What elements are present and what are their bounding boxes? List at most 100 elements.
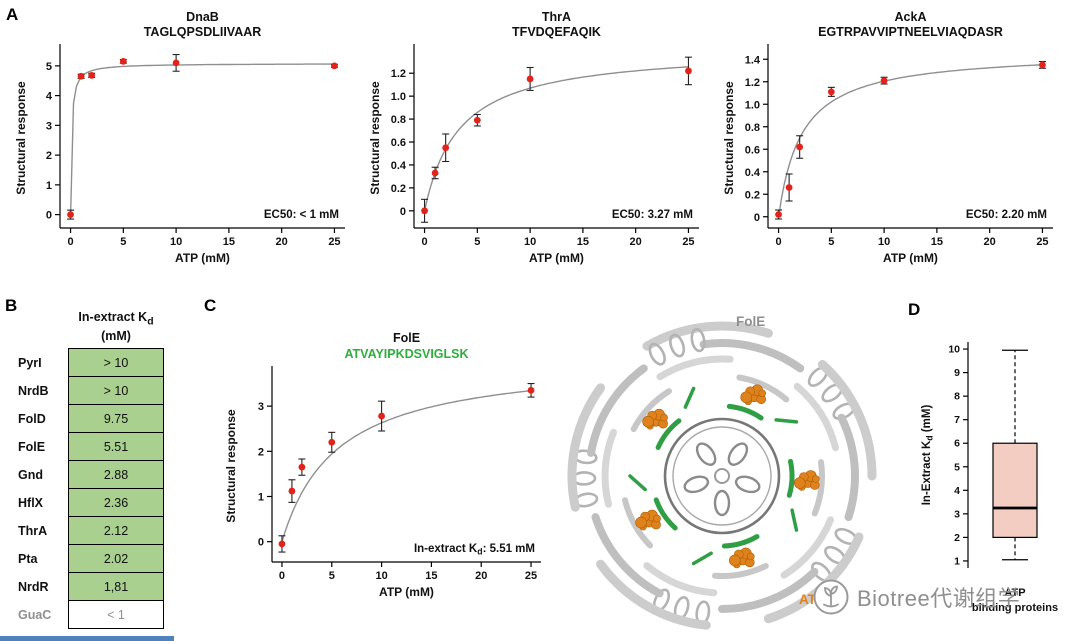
- svg-text:15: 15: [223, 236, 235, 248]
- watermark-logo-icon: [813, 579, 849, 615]
- svg-text:1.2: 1.2: [745, 77, 760, 89]
- svg-text:In-Extract Kd (mM): In-Extract Kd (mM): [921, 405, 935, 506]
- svg-text:0: 0: [67, 236, 73, 248]
- table-row: HflX 2.36: [16, 488, 164, 517]
- table-row: Gnd 2.88: [16, 460, 164, 489]
- svg-text:EC50: 2.20 mM: EC50: 2.20 mM: [966, 209, 1047, 221]
- svg-text:0.8: 0.8: [745, 122, 760, 134]
- svg-text:Structural response: Structural response: [224, 409, 238, 523]
- svg-text:10: 10: [878, 236, 890, 248]
- svg-text:Structural response: Structural response: [722, 81, 736, 195]
- svg-text:2: 2: [258, 446, 264, 458]
- kd-value: 2.02: [68, 544, 164, 573]
- kd-table-header: In-extract Kd (mM): [69, 310, 164, 349]
- svg-text:1.0: 1.0: [745, 99, 760, 111]
- svg-text:0.4: 0.4: [391, 160, 407, 172]
- svg-text:2: 2: [954, 532, 960, 544]
- svg-text:EGTRPAVVIPTNEELVIAQDASR: EGTRPAVVIPTNEELVIAQDASR: [818, 25, 1003, 39]
- svg-text:3: 3: [46, 120, 52, 132]
- svg-text:EC50: 3.27 mM: EC50: 3.27 mM: [612, 209, 693, 221]
- svg-text:In-extract Kd: 5.51 mM: In-extract Kd: 5.51 mM: [414, 543, 535, 557]
- panel-a-charts: DnaB TAGLQPSDLIIVAAR 0 5 10 15 20 25 0 1 2 3 4 5 ATP (…: [12, 8, 1067, 274]
- panel-b-label: B: [5, 296, 18, 315]
- protein-name: FolE: [18, 439, 46, 454]
- kd-value: < 1: [68, 600, 164, 629]
- protein-name: PyrI: [18, 355, 42, 370]
- kd-table-header-spacer: [16, 310, 69, 349]
- kd-value: > 10: [68, 376, 164, 405]
- svg-text:5: 5: [46, 61, 52, 73]
- kd-value: 5.51: [68, 432, 164, 461]
- svg-text:15: 15: [577, 236, 589, 248]
- panel-c-label: C: [204, 296, 217, 315]
- table-row: GuaC < 1: [16, 600, 164, 629]
- svg-text:ATP (mM): ATP (mM): [883, 251, 938, 265]
- svg-text:1: 1: [46, 180, 52, 192]
- structure-title: FolE: [736, 314, 766, 329]
- svg-text:8: 8: [954, 391, 960, 403]
- svg-text:5: 5: [474, 236, 480, 248]
- protein-structure-image: [556, 310, 888, 641]
- svg-text:10: 10: [375, 570, 387, 582]
- svg-text:DnaB: DnaB: [186, 10, 219, 24]
- kd-header-text: In-extract K: [78, 310, 148, 324]
- svg-text:7: 7: [954, 414, 960, 426]
- svg-text:25: 25: [1036, 236, 1048, 248]
- protein-name: NrdB: [18, 383, 49, 398]
- chart-dnab: DnaB TAGLQPSDLIIVAAR 0 5 10 15 20 25 0 1 2 3 4 5 ATP (…: [12, 8, 359, 274]
- kd-header-sub: d: [147, 316, 154, 328]
- chart-thra: ThrA TFVDQEFAQIK 0 5 10 15 20 25 0 0.2 0.4 0.6 0.8 1.…: [366, 8, 713, 274]
- watermark: Biotree代谢组学: [812, 578, 1020, 616]
- svg-text:5: 5: [828, 236, 834, 248]
- svg-text:0.6: 0.6: [745, 144, 760, 156]
- svg-text:20: 20: [630, 236, 642, 248]
- svg-text:FolE: FolE: [393, 331, 420, 345]
- svg-text:5: 5: [954, 461, 960, 473]
- protein-name: FolD: [18, 411, 46, 426]
- svg-text:1: 1: [258, 491, 264, 503]
- svg-text:TAGLQPSDLIIVAAR: TAGLQPSDLIIVAAR: [144, 25, 262, 39]
- svg-text:4: 4: [954, 485, 960, 497]
- svg-text:0: 0: [775, 236, 781, 248]
- protein-name: Gnd: [18, 467, 43, 482]
- kd-value: 2.88: [68, 460, 164, 489]
- table-row: FolE 5.51: [16, 432, 164, 461]
- svg-text:Structural response: Structural response: [368, 81, 382, 195]
- svg-text:EC50: < 1 mM: EC50: < 1 mM: [264, 209, 339, 221]
- svg-text:ATP: ATP: [1004, 587, 1025, 599]
- protein-name: NrdR: [18, 579, 49, 594]
- svg-text:20: 20: [984, 236, 996, 248]
- svg-text:20: 20: [276, 236, 288, 248]
- chart-fole: FolE ATVAYIPKDSVIGLSK 0 5 10 15 20 25 0 1 2 3 ATP (m…: [222, 326, 557, 614]
- svg-text:0: 0: [279, 570, 285, 582]
- panel-a-label: A: [6, 5, 19, 24]
- chart-acka: AckA EGTRPAVVIPTNEELVIAQDASR 0 5 10 15 20 25 0 0.…: [720, 8, 1067, 274]
- svg-text:4: 4: [46, 91, 53, 103]
- kd-value: 9.75: [68, 404, 164, 433]
- svg-text:TFVDQEFAQIK: TFVDQEFAQIK: [512, 25, 601, 39]
- table-row: FolD 9.75: [16, 404, 164, 433]
- svg-text:25: 25: [682, 236, 694, 248]
- svg-text:10: 10: [524, 236, 536, 248]
- kd-boxplot: 1 2 3 4 5 6 7 8 9 10 In-Extract Kd (mM) ATP binding …: [916, 328, 1080, 630]
- svg-text:ATP (mM): ATP (mM): [175, 251, 230, 265]
- svg-text:5: 5: [120, 236, 126, 248]
- table-row: NrdB > 10: [16, 376, 164, 405]
- protein-name: GuaC: [18, 607, 52, 622]
- svg-text:0: 0: [421, 236, 427, 248]
- svg-text:binding proteins: binding proteins: [972, 602, 1058, 614]
- table-row: ThrA 2.12: [16, 516, 164, 545]
- kd-value: > 10: [68, 348, 164, 377]
- svg-text:15: 15: [931, 236, 943, 248]
- svg-text:2: 2: [46, 150, 52, 162]
- svg-text:0: 0: [400, 206, 406, 218]
- svg-text:5: 5: [329, 570, 335, 582]
- watermark-text: Biotree代谢组学: [857, 586, 1021, 611]
- table-row: PyrI > 10: [16, 348, 164, 377]
- svg-text:0: 0: [754, 212, 760, 224]
- svg-text:0.4: 0.4: [745, 167, 761, 179]
- svg-text:3: 3: [954, 508, 960, 520]
- svg-text:AckA: AckA: [895, 10, 927, 24]
- svg-text:25: 25: [328, 236, 340, 248]
